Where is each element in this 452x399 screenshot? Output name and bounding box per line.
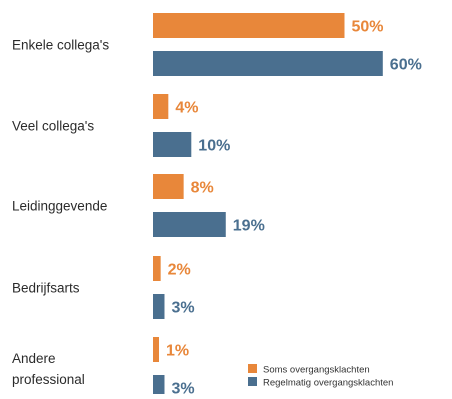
data-label: 2% [168,262,191,279]
legend-swatch [248,377,257,386]
bar-regelmatig [153,51,383,76]
data-label: 3% [171,300,194,317]
bar-soms [153,13,345,38]
bar-regelmatig [153,132,192,157]
data-label: 50% [352,19,384,36]
category-label: Enkele collega's [12,38,109,53]
data-label: 19% [233,218,265,235]
data-label: 60% [390,57,422,74]
data-label: 4% [175,100,198,117]
category-label: Andere [12,351,56,366]
data-label: 3% [171,381,194,395]
bar-soms [153,94,169,119]
legend-swatch [248,364,257,373]
bar-soms [153,174,184,199]
category-label: professional [12,372,85,387]
data-label: 10% [198,138,230,155]
data-label: 8% [191,180,214,197]
bar-regelmatig [153,294,165,319]
category-label: Veel collega's [12,119,94,134]
bar-regelmatig [153,375,165,399]
category-label: Leidinggevende [12,199,107,214]
bar-soms [153,337,159,362]
data-label: 1% [166,343,189,360]
category-label: Bedrijfsarts [12,281,80,296]
legend-label: Regelmatig overgangsklachten [263,378,393,389]
legend-label: Soms overgangsklachten [263,365,370,376]
bar-soms [153,256,161,281]
bar-regelmatig [153,212,226,237]
